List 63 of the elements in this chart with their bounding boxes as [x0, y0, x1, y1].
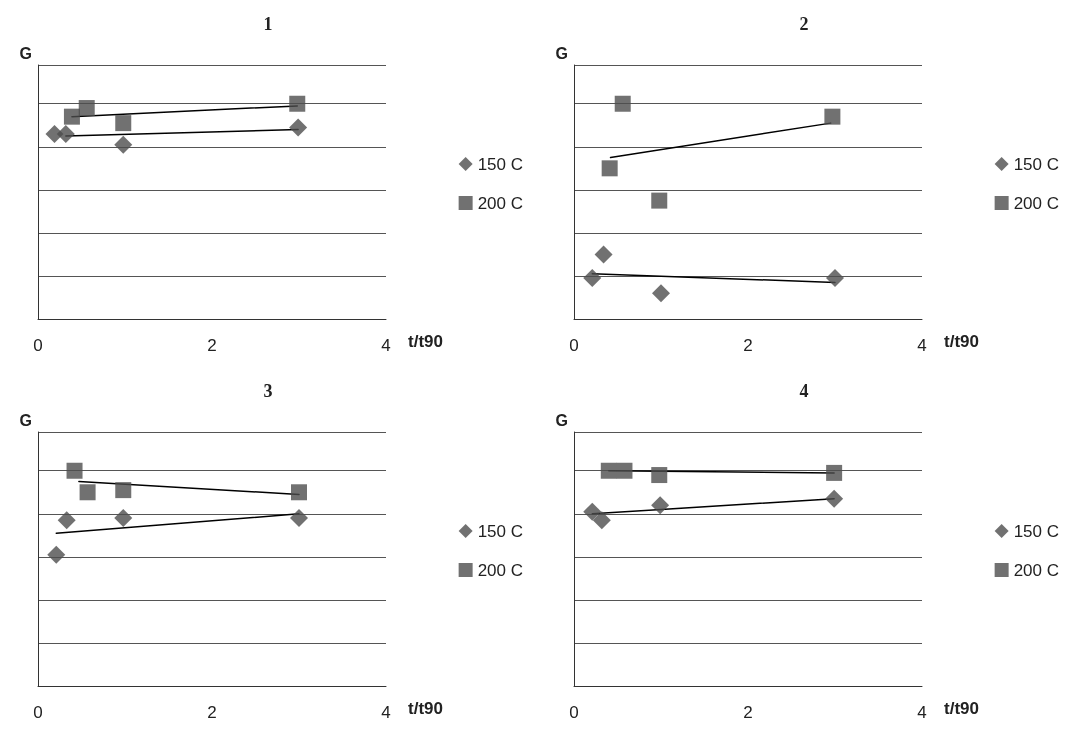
x-tick-label: 4	[917, 703, 927, 722]
x-axis-title: t/t90	[944, 699, 979, 718]
x-axis-title: t/t90	[944, 332, 979, 351]
legend-label: 200 C	[1013, 193, 1060, 213]
legend-label: 150 C	[1013, 154, 1060, 174]
point	[652, 284, 670, 303]
x-axis-title: t/t90	[408, 699, 443, 718]
x-tick-label: 2	[743, 336, 753, 355]
point	[825, 489, 844, 508]
x-tick-label: 2	[207, 703, 217, 722]
point	[583, 502, 602, 521]
point	[616, 462, 633, 479]
x-tick-label: 0	[33, 703, 43, 722]
legend-label: 200 C	[1013, 560, 1060, 580]
y-axis-title: G	[19, 411, 32, 429]
chart-title: 4	[799, 381, 809, 401]
point	[115, 115, 132, 132]
y-axis-title: G	[19, 44, 32, 62]
x-tick-label: 4	[381, 336, 391, 355]
legend-label: 150 C	[1013, 521, 1060, 541]
x-tick-label: 0	[569, 703, 579, 722]
point	[66, 462, 83, 479]
point	[57, 511, 76, 530]
point	[651, 467, 668, 484]
chart-title: 1	[263, 14, 273, 34]
point	[290, 509, 308, 528]
point	[601, 160, 618, 177]
point	[600, 462, 617, 479]
point	[78, 100, 95, 117]
point	[651, 192, 668, 209]
legend-label: 200 C	[477, 560, 524, 580]
chart-title: 3	[263, 381, 273, 401]
x-tick-label: 4	[381, 703, 391, 722]
legend-label: 200 C	[477, 193, 524, 213]
point	[56, 124, 75, 143]
x-tick-label: 2	[743, 703, 753, 722]
x-axis-title: t/t90	[408, 332, 443, 351]
point	[114, 135, 133, 154]
point	[592, 511, 611, 530]
point	[63, 108, 80, 125]
point	[79, 484, 96, 501]
point	[826, 464, 843, 481]
point	[114, 509, 133, 528]
x-tick-label: 4	[917, 336, 927, 355]
y-axis-title: G	[555, 44, 568, 62]
point	[289, 118, 308, 137]
point	[651, 496, 670, 515]
point	[47, 545, 66, 564]
point	[115, 482, 132, 499]
point	[826, 269, 844, 288]
point	[594, 245, 613, 264]
point	[289, 95, 306, 112]
x-tick-label: 0	[569, 336, 579, 355]
point	[824, 108, 841, 125]
legend-label: 150 C	[477, 154, 524, 174]
x-tick-label: 0	[33, 336, 43, 355]
point	[614, 95, 631, 112]
y-axis-title: G	[555, 411, 568, 429]
point	[583, 269, 602, 288]
x-tick-label: 2	[207, 336, 217, 355]
chart-title: 2	[799, 14, 809, 34]
legend-label: 150 C	[477, 521, 524, 541]
point	[291, 484, 307, 501]
